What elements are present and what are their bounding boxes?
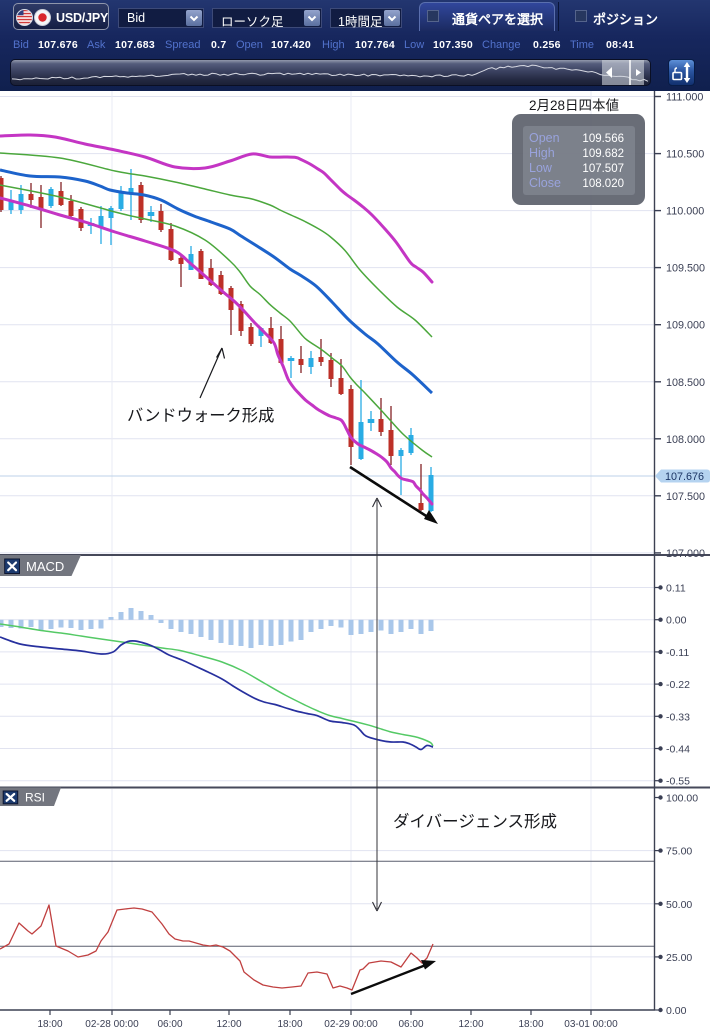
svg-text:18:00: 18:00 bbox=[277, 1019, 302, 1030]
svg-text:12:00: 12:00 bbox=[458, 1019, 483, 1030]
svg-text:Low: Low bbox=[529, 161, 553, 175]
svg-text:03-01 00:00: 03-01 00:00 bbox=[564, 1019, 618, 1030]
svg-text:ダイバージェンス形成: ダイバージェンス形成 bbox=[393, 812, 557, 831]
svg-text:110.500: 110.500 bbox=[666, 149, 704, 161]
svg-text:109.500: 109.500 bbox=[666, 263, 705, 275]
svg-text:RSI: RSI bbox=[25, 791, 45, 805]
svg-text:109.000: 109.000 bbox=[666, 320, 705, 332]
svg-text:18:00: 18:00 bbox=[518, 1019, 543, 1030]
svg-text:107.676: 107.676 bbox=[665, 471, 704, 483]
svg-text:-0.11: -0.11 bbox=[666, 647, 689, 659]
svg-text:75.00: 75.00 bbox=[666, 846, 692, 858]
svg-text:0.00: 0.00 bbox=[666, 1005, 687, 1017]
svg-text:108.500: 108.500 bbox=[666, 377, 705, 389]
svg-text:108.000: 108.000 bbox=[666, 434, 705, 446]
svg-text:107.507: 107.507 bbox=[582, 163, 624, 175]
svg-text:2月28日四本値: 2月28日四本値 bbox=[529, 98, 619, 113]
svg-text:108.020: 108.020 bbox=[582, 178, 624, 190]
svg-text:110.000: 110.000 bbox=[666, 206, 704, 218]
svg-text:06:00: 06:00 bbox=[157, 1019, 182, 1030]
svg-text:-0.44: -0.44 bbox=[666, 744, 690, 756]
svg-text:107.000: 107.000 bbox=[666, 548, 705, 560]
svg-text:111.000: 111.000 bbox=[666, 92, 703, 104]
svg-text:バンドウォーク形成: バンドウォーク形成 bbox=[127, 407, 274, 425]
svg-text:-0.33: -0.33 bbox=[666, 711, 690, 723]
svg-text:Close: Close bbox=[529, 176, 561, 190]
svg-text:-0.22: -0.22 bbox=[666, 679, 690, 691]
svg-text:-0.55: -0.55 bbox=[666, 776, 690, 788]
svg-text:109.682: 109.682 bbox=[582, 148, 624, 160]
svg-text:High: High bbox=[529, 146, 555, 160]
svg-text:25.00: 25.00 bbox=[666, 952, 692, 964]
svg-text:0.11: 0.11 bbox=[666, 583, 686, 595]
svg-text:02-28 00:00: 02-28 00:00 bbox=[85, 1019, 139, 1030]
svg-text:0.00: 0.00 bbox=[666, 615, 687, 627]
svg-text:18:00: 18:00 bbox=[37, 1019, 62, 1030]
svg-text:107.500: 107.500 bbox=[666, 491, 705, 503]
svg-text:02-29 00:00: 02-29 00:00 bbox=[324, 1019, 378, 1030]
svg-text:06:00: 06:00 bbox=[398, 1019, 423, 1030]
svg-text:50.00: 50.00 bbox=[666, 899, 692, 911]
svg-text:12:00: 12:00 bbox=[216, 1019, 241, 1030]
svg-text:MACD: MACD bbox=[26, 559, 64, 574]
svg-text:Open: Open bbox=[529, 131, 560, 145]
svg-text:109.566: 109.566 bbox=[582, 133, 624, 145]
svg-text:100.00: 100.00 bbox=[666, 793, 698, 805]
